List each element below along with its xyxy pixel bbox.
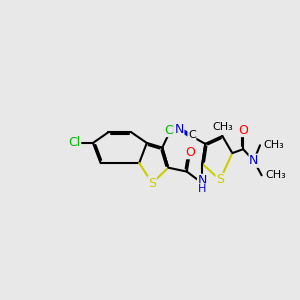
Text: C: C bbox=[188, 130, 196, 140]
Text: O: O bbox=[238, 124, 248, 136]
Text: CH₃: CH₃ bbox=[265, 170, 286, 180]
Text: N: N bbox=[198, 174, 207, 187]
Text: Cl: Cl bbox=[68, 136, 81, 149]
Text: O: O bbox=[185, 146, 195, 159]
Text: S: S bbox=[148, 177, 156, 190]
Text: Cl: Cl bbox=[164, 124, 177, 136]
Text: N: N bbox=[249, 154, 259, 167]
Text: S: S bbox=[216, 173, 224, 186]
Text: N: N bbox=[175, 123, 184, 136]
Text: CH₃: CH₃ bbox=[263, 140, 284, 150]
Text: H: H bbox=[198, 184, 206, 194]
Text: CH₃: CH₃ bbox=[212, 122, 233, 132]
